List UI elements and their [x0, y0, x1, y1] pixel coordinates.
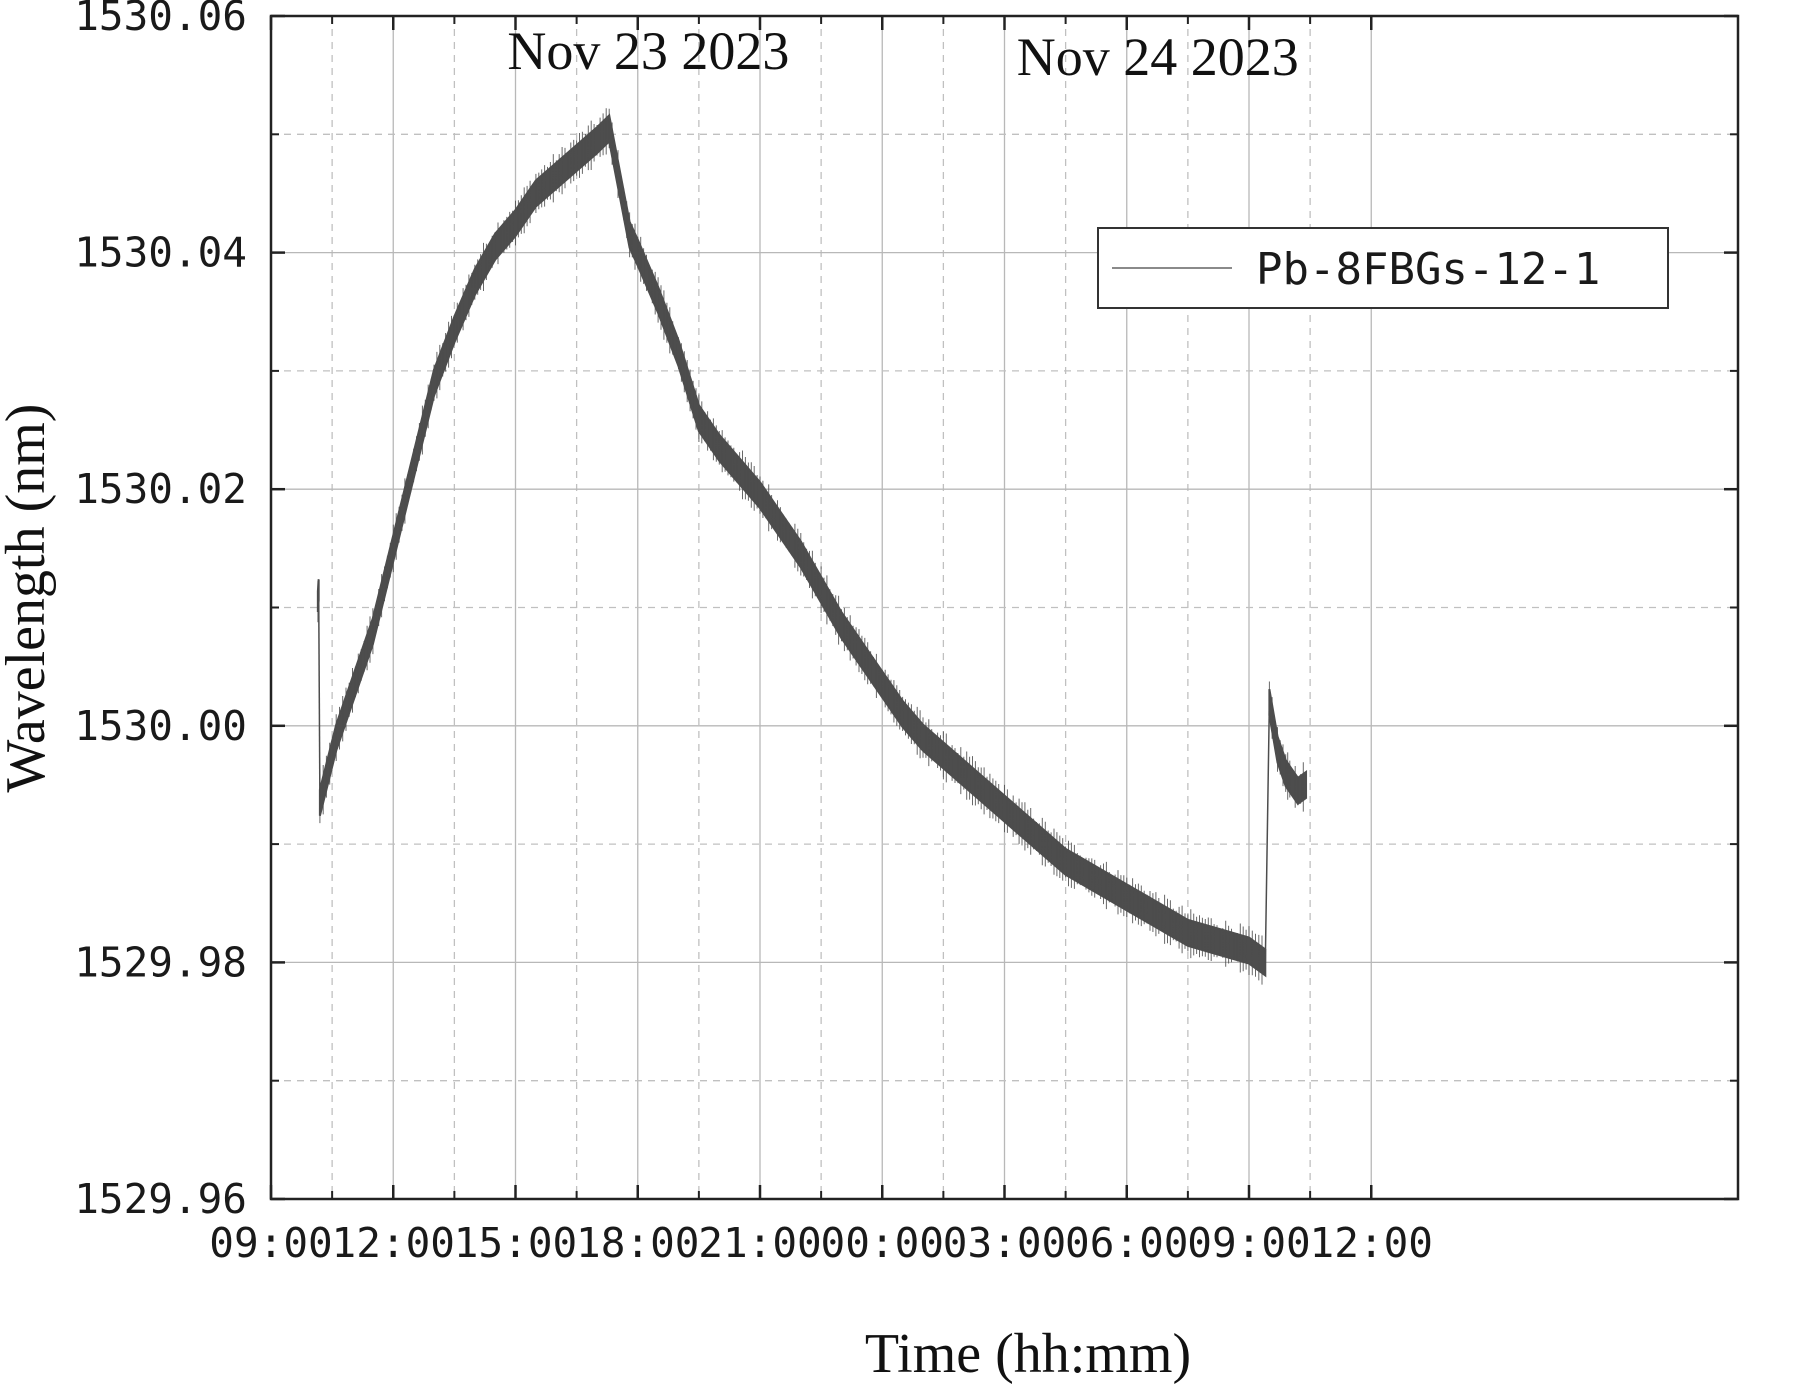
y-tick-label: 1530.04 [74, 229, 247, 277]
x-tick-label: 12:00 [332, 1219, 455, 1267]
legend-label: Pb-8FBGs-12-1 [1256, 244, 1600, 295]
y-tick-label: 1530.02 [74, 465, 247, 513]
x-tick-label: 12:00 [1310, 1219, 1433, 1267]
axis-ticks [269, 14, 1738, 1201]
x-tick-label: 09:00 [1187, 1219, 1310, 1267]
date-annotation: Nov 23 2023 [507, 21, 789, 81]
x-tick-label: 06:00 [1065, 1219, 1188, 1267]
y-tick-label: 1530.00 [74, 702, 247, 750]
date-annotation: Nov 24 2023 [1017, 27, 1299, 87]
x-axis-title: Time (hh:mm) [865, 1323, 1191, 1385]
series-gap-line [317, 589, 321, 803]
x-tick-label: 03:00 [943, 1219, 1066, 1267]
x-tick-label: 15:00 [454, 1219, 577, 1267]
series-noise-segment [1268, 681, 1304, 812]
y-tick-label: 1530.06 [74, 0, 247, 40]
tick-labels: 09:0012:0015:0018:0021:0000:0003:0006:00… [74, 0, 1433, 1267]
y-axis-title: Wavelength (nm) [0, 404, 57, 793]
data-series-layer [316, 108, 1308, 985]
y-tick-label: 1529.96 [74, 1175, 247, 1223]
series-gap-line [1264, 702, 1271, 963]
x-tick-label: 00:00 [821, 1219, 944, 1267]
y-tick-label: 1529.98 [74, 938, 247, 986]
x-tick-label: 09:00 [209, 1219, 332, 1267]
series-noise-segment [319, 108, 1263, 985]
x-tick-label: 18:00 [576, 1219, 699, 1267]
date-annotations: Nov 23 2023 Nov 24 2023 [507, 21, 1298, 87]
legend: Pb-8FBGs-12-1 [1097, 227, 1669, 309]
x-tick-label: 21:00 [698, 1219, 821, 1267]
